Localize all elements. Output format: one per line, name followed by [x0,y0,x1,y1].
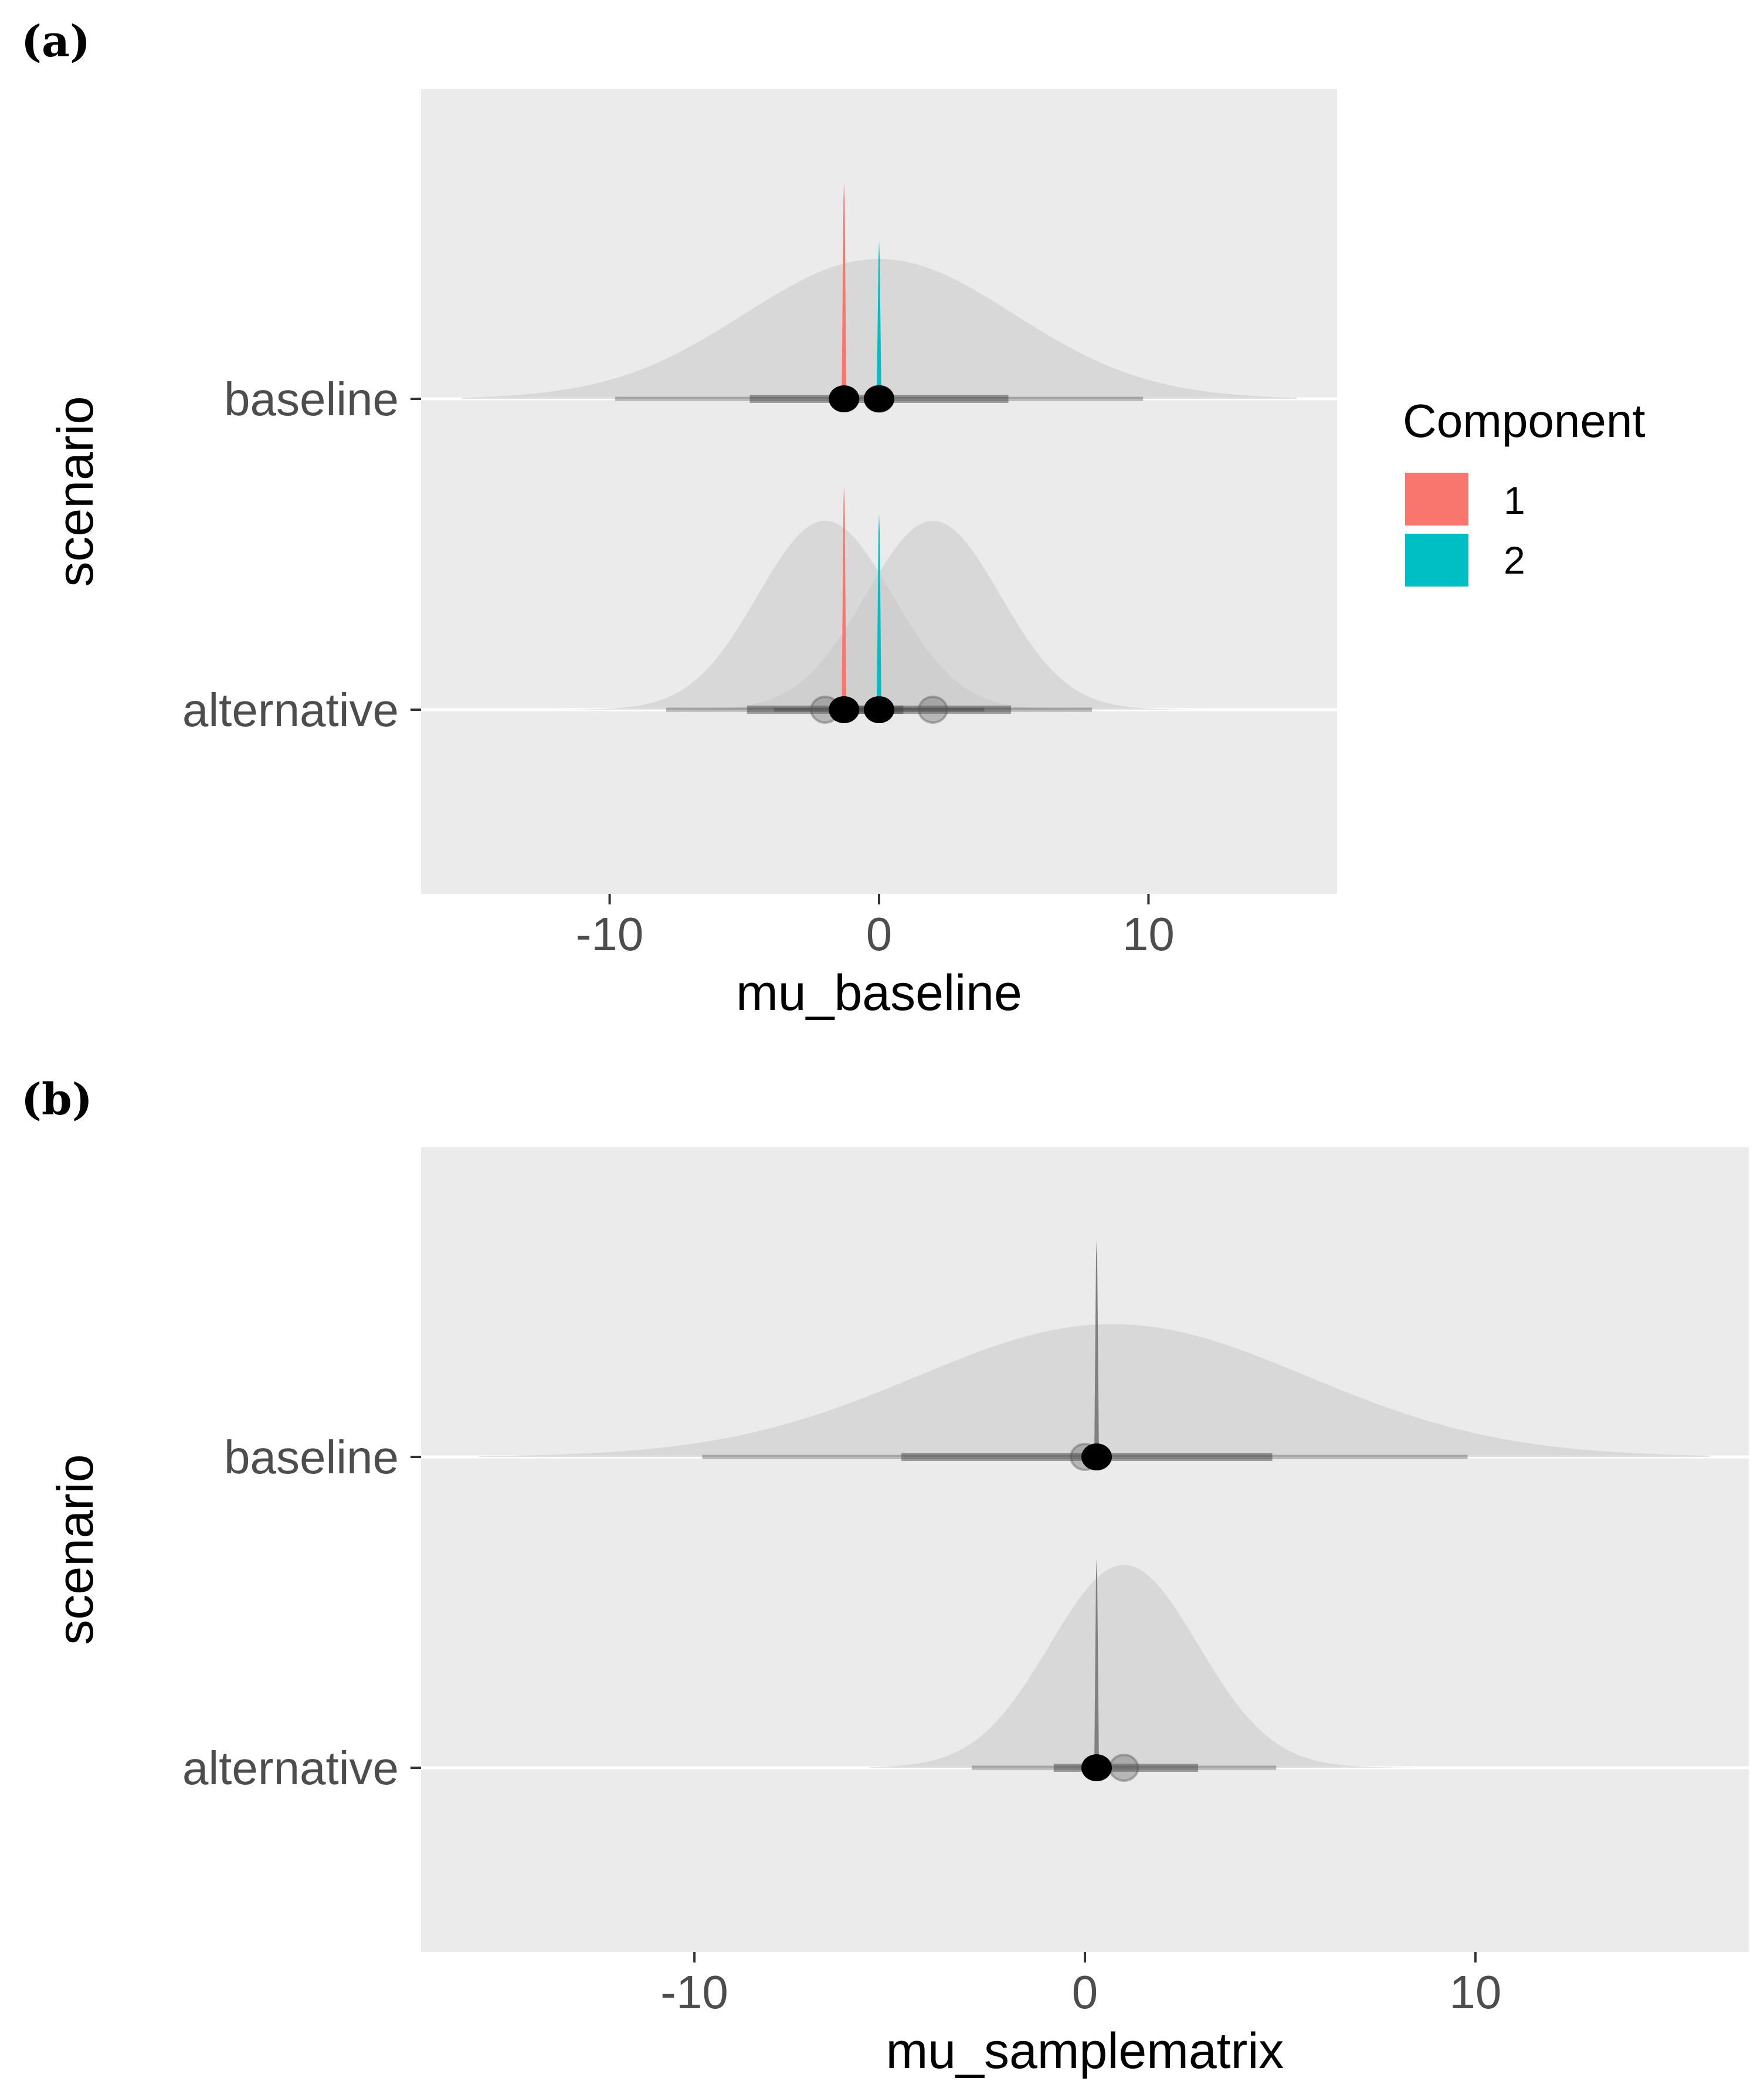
posterior-point-component-1 [1081,1443,1112,1470]
plot-background-b [421,1147,1749,1952]
prior-densities-b [479,1324,1710,1768]
x-tick-label-a-2: 10 [1122,908,1175,960]
y-tick-label-baseline-b: baseline [224,1431,399,1483]
posterior-density-component-1 [842,182,847,399]
prior-point-alternative [1108,1754,1139,1782]
posterior-density-component-2 [877,514,881,710]
x-axis-title-b: mu_samplematrix [886,2023,1284,2079]
y-axis-title-a: scenario [48,396,104,587]
posterior-point-component-2 [864,696,894,723]
panel-label-a: (a) [21,16,90,67]
prior-point-alternative [917,696,948,724]
posterior-point-component-1 [1081,1754,1112,1781]
x-tick-label-a-1: 0 [866,908,893,960]
prior-density-baseline [479,1324,1710,1457]
points-b [1070,1443,1139,1782]
panel-a: (a) baseline alternative scenario -10 0 … [21,16,1646,1021]
y-tick-label-alternative-b: alternative [182,1742,399,1794]
legend-label-1: 1 [1504,479,1525,522]
plot-background-a [421,89,1337,894]
posterior-point-component-1 [829,696,860,723]
points-a [810,385,948,724]
prior-density-alternative [870,1565,1417,1768]
panel-label-b: (b) [21,1074,93,1125]
posterior-density-component-2 [877,240,881,399]
panel-b: (b) baseline alternative scenario -10 0 … [21,1074,1749,2079]
posterior-density-component-1 [842,486,847,710]
x-axis-title-a: mu_baseline [736,965,1022,1021]
intervals-b [702,1453,1468,1772]
prior-density-alternative [663,521,1203,710]
x-axis-b: -10 0 10 mu_samplematrix [660,1952,1501,2079]
legend-label-2: 2 [1504,538,1525,582]
posterior-densities-b [1094,1240,1099,1768]
posterior-point-component-2 [864,385,894,412]
legend-key-2 [1405,534,1468,587]
x-tick-label-b-0: -10 [660,1966,728,2018]
x-tick-label-b-1: 0 [1072,1966,1098,2018]
y-tick-label-alternative-a: alternative [182,684,399,736]
legend-title: Component [1403,395,1646,447]
x-tick-label-b-2: 10 [1449,1966,1501,2018]
legend-key-1 [1405,473,1468,526]
y-axis-a: baseline alternative scenario [48,373,421,736]
y-axis-title-b: scenario [48,1454,104,1645]
y-tick-label-baseline-a: baseline [224,373,399,425]
posterior-densities-a [842,182,881,710]
posterior-density-component-1 [1094,1558,1099,1768]
legend: Component 1 2 [1403,395,1646,587]
x-tick-label-a-0: -10 [576,908,644,960]
prior-density-alternative [555,521,1095,710]
x-axis-a: -10 0 10 mu_baseline [576,894,1175,1021]
posterior-density-component-1 [1094,1240,1099,1457]
posterior-point-component-1 [829,385,860,412]
y-axis-b: baseline alternative scenario [48,1431,421,1794]
